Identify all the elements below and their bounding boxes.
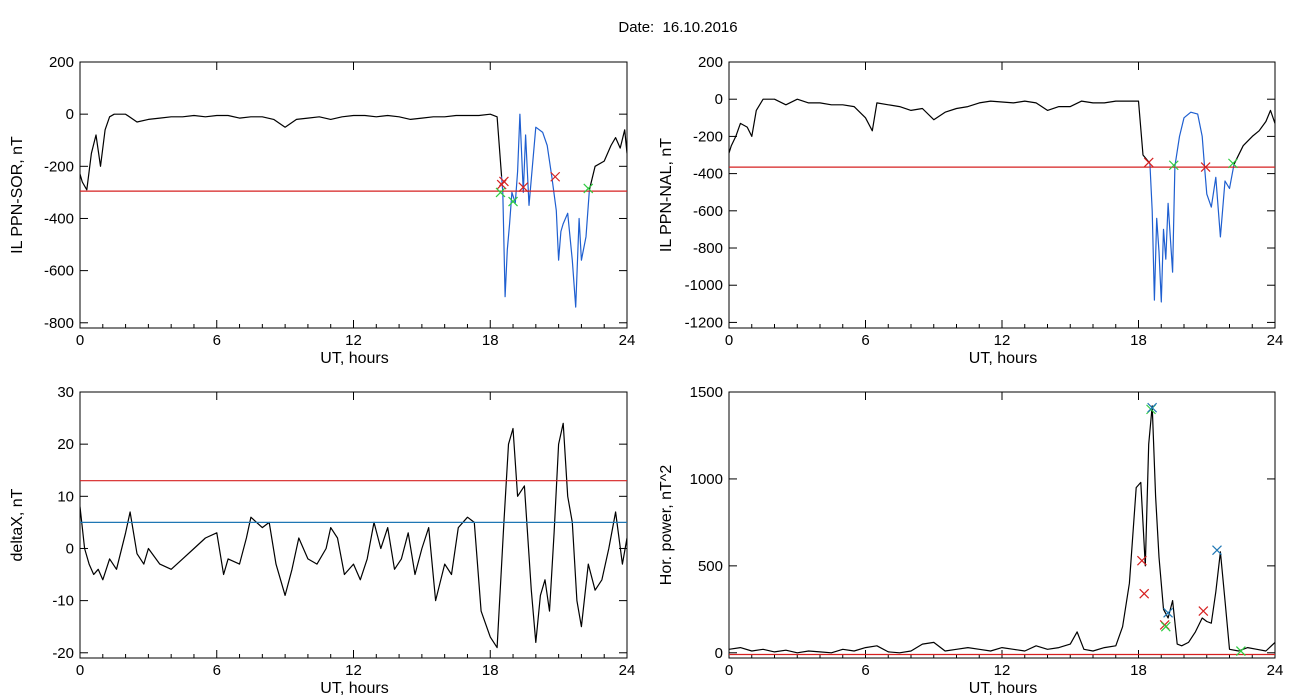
y-tick-label: -400 (693, 166, 723, 183)
series-line-0 (80, 113, 503, 191)
y-tick-label: 500 (698, 558, 723, 575)
y-tick-label: -800 (693, 240, 723, 257)
event-marker (1139, 588, 1150, 599)
event-marker (1143, 157, 1154, 168)
chart-ppn-sor: 0 6 12 18 24 200 0 -200 -400 -600 -800 UT, hours IL … (9, 54, 635, 367)
event-marker (1160, 621, 1171, 632)
event-marker (508, 196, 518, 207)
x-tick-label: 0 (725, 662, 733, 679)
x-tick-label: 0 (76, 332, 84, 349)
page-title: Date: 16.10.2016 (618, 19, 738, 36)
event-marker (518, 182, 529, 193)
x-tick-label: 24 (619, 662, 636, 679)
event-marker (1168, 160, 1179, 171)
y-tick-label: -1000 (685, 277, 723, 294)
event-marker (1147, 402, 1158, 413)
series-line-0 (80, 422, 627, 649)
series-line-1 (1149, 111, 1235, 303)
plot-area (729, 98, 1275, 303)
series-line-0 (729, 405, 1275, 654)
x-tick-label: 24 (1267, 662, 1284, 679)
x-axis-label: UT, hours (320, 350, 388, 367)
series-line-0 (729, 98, 1151, 164)
series-line-1 (501, 113, 590, 308)
plot-frame (79, 391, 628, 659)
plot-area (80, 113, 627, 308)
series-line-2 (1233, 109, 1275, 165)
x-tick-label: 24 (1267, 332, 1284, 349)
plot-area (80, 422, 627, 649)
y-tick-label: 0 (715, 91, 723, 108)
chart-ppn-nal: 0 6 12 18 24 200 0 -200 -400 -600 -800 -1000 -1200 UT… (658, 54, 1283, 367)
series-line-2 (588, 129, 627, 190)
event-marker (1198, 606, 1209, 616)
event-marker (499, 176, 509, 187)
x-tick-label: 24 (619, 332, 636, 349)
y-tick-label: -200 (44, 158, 74, 175)
x-tick-label: 12 (345, 332, 362, 349)
x-tick-label: 12 (345, 662, 362, 679)
event-marker (583, 183, 594, 194)
y-tick-label: -600 (44, 263, 74, 280)
y-axis-label: deltaX, nT (9, 488, 26, 561)
x-tick-label: 18 (1130, 662, 1147, 679)
x-tick-label: 6 (213, 332, 221, 349)
x-tick-label: 12 (994, 662, 1011, 679)
y-axis-label: IL PPN-SOR, nT (9, 136, 26, 254)
y-tick-label: 200 (698, 54, 723, 71)
y-tick-label: -200 (693, 128, 723, 145)
y-tick-label: -400 (44, 210, 74, 227)
x-tick-label: 18 (1130, 332, 1147, 349)
y-tick-label: 1000 (690, 471, 723, 488)
x-tick-label: 18 (482, 662, 499, 679)
event-marker (1200, 162, 1211, 173)
event-marker (1136, 555, 1147, 566)
plot-area (729, 402, 1275, 656)
chart-hor-power: 0 6 12 18 24 1500 1000 500 0 UT, hours Hor. power,… (658, 384, 1283, 697)
y-tick-label: -800 (44, 315, 74, 332)
x-tick-label: 6 (861, 332, 869, 349)
y-tick-label: -1200 (685, 314, 723, 331)
x-tick-label: 6 (861, 662, 869, 679)
x-axis-label: UT, hours (969, 350, 1037, 367)
y-tick-label: -20 (52, 645, 74, 662)
y-axis-label: IL PPN-NAL, nT (658, 138, 675, 252)
x-axis-label: UT, hours (320, 680, 388, 697)
y-axis-label: Hor. power, nT^2 (658, 465, 675, 586)
y-tick-label: 0 (66, 540, 74, 557)
event-marker (1163, 607, 1173, 618)
x-tick-label: 0 (76, 662, 84, 679)
plot-frame (79, 61, 628, 329)
event-marker (1212, 545, 1222, 556)
x-tick-label: 18 (482, 332, 499, 349)
y-tick-label: 1500 (690, 384, 723, 401)
y-tick-label: -600 (693, 203, 723, 220)
y-tick-label: 200 (49, 54, 74, 71)
y-tick-label: -10 (52, 593, 74, 610)
x-tick-label: 12 (994, 332, 1011, 349)
chart-deltax: 0 6 12 18 24 30 20 10 0 -10 -20 UT, hours deltaX, nT (9, 384, 635, 697)
event-marker (1235, 646, 1246, 656)
event-marker (550, 171, 561, 182)
event-marker (495, 187, 506, 198)
x-tick-label: 6 (213, 662, 221, 679)
x-axis-label: UT, hours (969, 680, 1037, 697)
y-tick-label: 0 (715, 645, 723, 662)
plot-frame (728, 391, 1276, 659)
y-tick-label: 10 (57, 488, 74, 505)
y-tick-label: 20 (57, 436, 74, 453)
y-tick-label: 0 (66, 106, 74, 123)
x-tick-label: 0 (725, 332, 733, 349)
y-tick-label: 30 (57, 384, 74, 401)
event-marker (1227, 158, 1238, 169)
